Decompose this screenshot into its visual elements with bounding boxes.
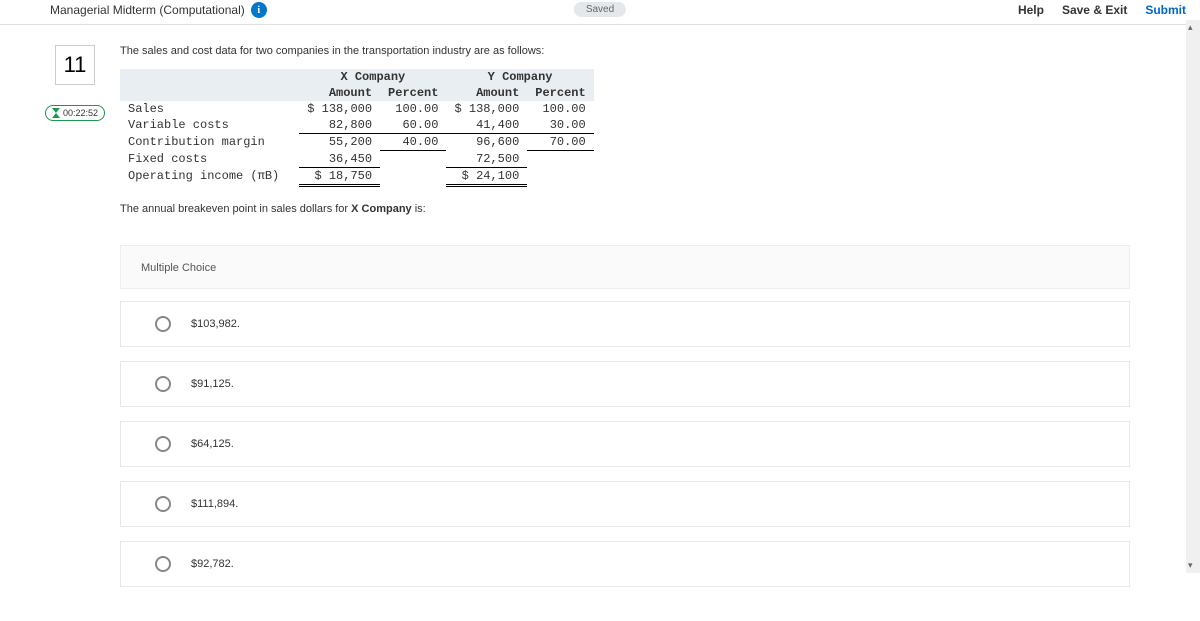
mc-option[interactable]: $111,894. bbox=[120, 481, 1130, 527]
table-row: Sales $ 138,000 100.00 $ 138,000 100.00 bbox=[120, 101, 594, 117]
scroll-up-icon[interactable]: ▴ bbox=[1188, 22, 1193, 33]
scroll-down-icon[interactable]: ▾ bbox=[1188, 560, 1193, 571]
title-area: Managerial Midterm (Computational) i bbox=[50, 2, 267, 18]
cell: 55,200 bbox=[299, 134, 380, 151]
table-row: Operating income (πB) $ 18,750 $ 24,100 bbox=[120, 167, 594, 185]
cell: 40.00 bbox=[380, 134, 446, 151]
cell: 30.00 bbox=[527, 117, 593, 134]
y-company-header: Y Company bbox=[446, 69, 593, 85]
cell bbox=[380, 151, 446, 168]
row-label: Operating income (πB) bbox=[120, 167, 299, 185]
y-percent-header: Percent bbox=[527, 85, 593, 101]
mc-option-label: $111,894. bbox=[191, 498, 238, 510]
cell: 70.00 bbox=[527, 134, 593, 151]
left-column: 11 00:22:52 bbox=[50, 45, 100, 601]
radio-icon[interactable] bbox=[155, 376, 171, 392]
scrollbar-track[interactable]: ▴ ▾ bbox=[1186, 20, 1200, 573]
header-links: Help Save & Exit Submit bbox=[1018, 3, 1186, 17]
cell: 100.00 bbox=[527, 101, 593, 117]
mc-option[interactable]: $91,125. bbox=[120, 361, 1130, 407]
radio-icon[interactable] bbox=[155, 496, 171, 512]
mc-option-label: $91,125. bbox=[191, 378, 234, 390]
sub-prompt-bold: X Company bbox=[351, 203, 412, 215]
cell bbox=[380, 167, 446, 185]
cell: 96,600 bbox=[446, 134, 527, 151]
cell bbox=[527, 151, 593, 168]
mc-option[interactable]: $103,982. bbox=[120, 301, 1130, 347]
x-amount-header: Amount bbox=[299, 85, 380, 101]
help-link[interactable]: Help bbox=[1018, 3, 1044, 17]
question-number-box: 11 bbox=[55, 45, 95, 85]
submit-link[interactable]: Submit bbox=[1145, 3, 1186, 17]
row-label: Contribution margin bbox=[120, 134, 299, 151]
cell: $ 18,750 bbox=[299, 167, 380, 185]
row-label: Sales bbox=[120, 101, 299, 117]
cell: 60.00 bbox=[380, 117, 446, 134]
main-content: 11 00:22:52 The sales and cost data for … bbox=[0, 25, 1200, 621]
mc-option[interactable]: $92,782. bbox=[120, 541, 1130, 587]
top-bar: Managerial Midterm (Computational) i Sav… bbox=[0, 0, 1200, 25]
cell: $ 138,000 bbox=[299, 101, 380, 117]
x-company-header: X Company bbox=[299, 69, 446, 85]
mc-option-label: $103,982. bbox=[191, 318, 240, 330]
content-column: The sales and cost data for two companie… bbox=[120, 45, 1160, 601]
save-exit-link[interactable]: Save & Exit bbox=[1062, 3, 1127, 17]
cell: $ 24,100 bbox=[446, 167, 527, 185]
radio-icon[interactable] bbox=[155, 436, 171, 452]
saved-badge: Saved bbox=[574, 2, 626, 17]
timer-value: 00:22:52 bbox=[63, 108, 98, 118]
y-amount-header: Amount bbox=[446, 85, 527, 101]
cell: 36,450 bbox=[299, 151, 380, 168]
sub-prompt-post: is: bbox=[412, 203, 426, 215]
hourglass-icon bbox=[52, 108, 60, 118]
table-blank-header bbox=[120, 69, 299, 85]
radio-icon[interactable] bbox=[155, 556, 171, 572]
cell bbox=[527, 167, 593, 185]
cell: 41,400 bbox=[446, 117, 527, 134]
question-prompt: The sales and cost data for two companie… bbox=[120, 45, 1160, 57]
table-row: Fixed costs 36,450 72,500 bbox=[120, 151, 594, 168]
info-icon[interactable]: i bbox=[251, 2, 267, 18]
cell: 100.00 bbox=[380, 101, 446, 117]
question-number: 11 bbox=[64, 52, 87, 78]
row-label: Variable costs bbox=[120, 117, 299, 134]
cell: $ 138,000 bbox=[446, 101, 527, 117]
table-row: Contribution margin 55,200 40.00 96,600 … bbox=[120, 134, 594, 151]
exam-title: Managerial Midterm (Computational) bbox=[50, 3, 245, 17]
data-table: X Company Y Company Amount Percent Amoun… bbox=[120, 69, 594, 187]
x-percent-header: Percent bbox=[380, 85, 446, 101]
sub-prompt-pre: The annual breakeven point in sales doll… bbox=[120, 203, 351, 215]
table-row: Variable costs 82,800 60.00 41,400 30.00 bbox=[120, 117, 594, 134]
timer-pill: 00:22:52 bbox=[45, 105, 105, 121]
mc-heading: Multiple Choice bbox=[141, 262, 216, 274]
cell: 82,800 bbox=[299, 117, 380, 134]
cell: 72,500 bbox=[446, 151, 527, 168]
row-label: Fixed costs bbox=[120, 151, 299, 168]
sub-prompt: The annual breakeven point in sales doll… bbox=[120, 203, 1160, 215]
mc-heading-block: Multiple Choice bbox=[120, 245, 1130, 289]
mc-option-label: $92,782. bbox=[191, 558, 234, 570]
table-blank-subheader bbox=[120, 85, 299, 101]
mc-option-label: $64,125. bbox=[191, 438, 234, 450]
mc-option[interactable]: $64,125. bbox=[120, 421, 1130, 467]
radio-icon[interactable] bbox=[155, 316, 171, 332]
